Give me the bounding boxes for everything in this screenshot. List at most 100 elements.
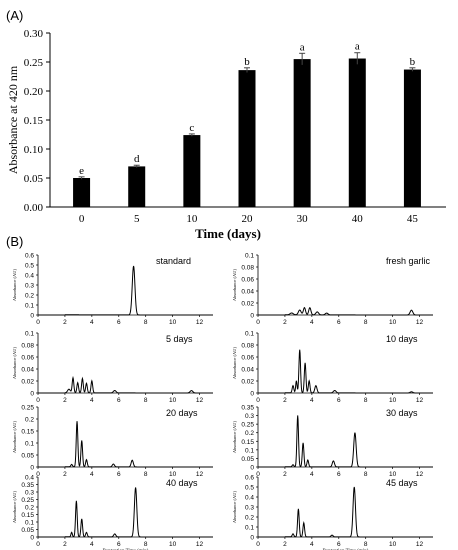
chromatogram-x-tick-label: 10	[389, 471, 397, 478]
chromatogram-x-tick-label: 4	[90, 471, 94, 478]
chromatogram-y-tick-label: 0	[250, 465, 254, 472]
chromatogram-fresh-garlic: 0 0.02 0.04 0.06 0.08 0.1 0 2 4 6 8 10 12 Absorbance …	[232, 253, 433, 326]
chromatogram-y-tick-label: 0.02	[241, 379, 254, 386]
chromatogram-x-tick-label: 0	[256, 397, 260, 404]
chromatogram-y-tick-label: 0	[30, 391, 34, 398]
chromatogram-trace	[38, 421, 213, 468]
chromatogram-y-tick-label: 0.25	[21, 497, 34, 504]
chromatogram-y-tick-label: 0	[250, 313, 254, 320]
chromatogram-x-tick-label: 12	[196, 397, 204, 404]
chromatogram-x-tick-label: 2	[63, 541, 67, 548]
chromatogram-20-days: 0 0.05 0.1 0.15 0.2 0.25 0 2 4 6 8 10 12 Absorbance (…	[12, 405, 213, 478]
chromatogram-x-tick-label: 0	[36, 319, 40, 326]
chromatogram-5-days: 0 0.02 0.04 0.06 0.08 0.1 0 2 4 6 8 10 12 Absorbance …	[12, 331, 213, 404]
chromatogram-y-tick-label: 0.1	[25, 441, 34, 448]
chromatogram-y-tick-label: 0.05	[241, 456, 254, 463]
panel-a-axes: 0.00 0.05 0.10 0.15 0.20 0.25 0.30 0 5 10 20 30 40 45	[24, 28, 446, 225]
chromatogram-y-tick-label: 0	[30, 465, 34, 472]
panel-a-significance-letter: d	[134, 153, 140, 165]
panel-a-bar-5	[128, 166, 146, 207]
panel-a-x-tick-label: 10	[186, 213, 198, 225]
chromatogram-x-tick-label: 10	[169, 397, 177, 404]
chromatogram-y-tick-label: 0.04	[241, 289, 254, 296]
chromatogram-x-tick-label: 0	[256, 541, 260, 548]
panel-a-significance-letter: c	[189, 122, 194, 134]
chromatogram-y-tick-label: 0	[250, 535, 254, 542]
chromatogram-45-days: 0 0.1 0.2 0.3 0.4 0.5 0.6 0 2 4 6 8 10 12 Absorbance (…	[232, 475, 433, 550]
panel-a-x-tick-label: 20	[242, 213, 254, 225]
panel-a-significance-letter: a	[355, 41, 360, 53]
chromatogram-x-tick-label: 4	[310, 471, 314, 478]
panel-a-y-tick-label: 0.15	[24, 115, 44, 127]
chromatogram-y-tick-label: 0.04	[21, 367, 34, 374]
chromatogram-y-tick-label: 0.1	[25, 303, 34, 310]
chromatogram-y-tick-label: 0	[30, 535, 34, 542]
chromatogram-y-tick-label: 0.1	[245, 331, 254, 338]
chromatogram-y-tick-label: 0.08	[241, 265, 254, 272]
chromatogram-x-tick-label: 6	[117, 471, 121, 478]
chromatogram-x-tick-label: 2	[63, 471, 67, 478]
chromatogram-x-tick-label: 12	[416, 471, 424, 478]
chromatogram-y-tick-label: 0.3	[25, 283, 34, 290]
chromatogram-x-tick-label: 6	[337, 541, 341, 548]
panel-a-x-tick-label: 5	[134, 213, 140, 225]
chromatogram-y-tick-label: 0.5	[245, 485, 254, 492]
chromatogram-y-tick-label: 0.1	[245, 253, 254, 260]
panel-a-bar-20	[238, 70, 256, 208]
panel-a-x-axis-label: Time (days)	[195, 226, 261, 241]
panel-a-significance-letter: b	[410, 56, 416, 68]
chromatogram-x-tick-label: 12	[416, 397, 424, 404]
chromatogram-y-axis-label: Absorbance (AU)	[12, 346, 17, 379]
chromatogram-x-tick-label: 2	[63, 319, 67, 326]
chromatogram-y-tick-label: 0.15	[241, 439, 254, 446]
panel-a-x-tick-label: 0	[79, 213, 85, 225]
chromatogram-trace	[38, 375, 213, 394]
chromatogram-y-tick-label: 0.08	[241, 343, 254, 350]
chromatogram-standard: 0 0.1 0.2 0.3 0.4 0.5 0.6 0 2 4 6 8 10 12 Absorbance (…	[12, 253, 213, 326]
chromatogram-x-tick-label: 6	[337, 319, 341, 326]
chromatogram-x-tick-label: 8	[144, 541, 148, 548]
panel-a-significance-letter: b	[244, 56, 250, 68]
chromatogram-y-tick-label: 0.15	[21, 512, 34, 519]
chromatogram-trace	[258, 349, 433, 394]
chromatogram-x-tick-label: 10	[169, 471, 177, 478]
panel-b-chromatograms: (B) 00.10.20.30.40.50.60 2 4 6 8 10 12Absorban…	[6, 234, 433, 550]
panel-a-bar-0	[73, 178, 91, 207]
chromatogram-x-tick-label: 8	[364, 319, 368, 326]
panel-a-bar-30	[293, 59, 311, 207]
chromatogram-x-tick-label: 6	[337, 397, 341, 404]
chromatogram-x-tick-label: 6	[117, 541, 121, 548]
chromatogram-x-tick-label: 10	[169, 541, 177, 548]
panel-a-y-tick-label: 0.25	[24, 57, 44, 69]
chromatogram-x-tick-label: 12	[416, 319, 424, 326]
chromatogram-y-tick-label: 0.4	[25, 475, 34, 482]
panel-b-label: (B)	[6, 234, 23, 249]
chromatogram-y-axis-label: Absorbance (AU)	[232, 420, 237, 453]
chromatogram-y-tick-label: 0.2	[25, 417, 34, 424]
panel-a-bar-40	[348, 58, 366, 207]
chromatogram-y-tick-label: 0.4	[245, 495, 254, 502]
chromatogram-y-tick-label: 0.04	[241, 367, 254, 374]
chromatogram-y-tick-label: 0.25	[21, 405, 34, 412]
chromatogram-title: 5 days	[166, 334, 193, 344]
chromatogram-x-tick-label: 8	[364, 471, 368, 478]
chromatogram-y-tick-label: 0.06	[241, 355, 254, 362]
chromatogram-y-axis-label: Absorbance (AU)	[232, 346, 237, 379]
chromatogram-title: 10 days	[386, 334, 418, 344]
chromatogram-y-tick-label: 0	[30, 313, 34, 320]
chromatogram-y-axis-label: Absorbance (AU)	[232, 490, 237, 523]
chromatogram-x-tick-label: 12	[196, 319, 204, 326]
panel-a-x-tick-label: 30	[297, 213, 309, 225]
chromatogram-trace	[38, 265, 213, 316]
chromatogram-y-tick-label: 0.2	[245, 515, 254, 522]
panel-a-y-tick-label: 0.05	[24, 173, 44, 185]
chromatogram-x-tick-label: 2	[283, 319, 287, 326]
chromatogram-trace	[38, 487, 213, 538]
chromatogram-title: fresh garlic	[386, 256, 431, 266]
chromatogram-title: standard	[156, 256, 191, 266]
chromatogram-y-tick-label: 0.25	[241, 422, 254, 429]
chromatogram-y-tick-label: 0.1	[25, 331, 34, 338]
chromatogram-x-tick-label: 4	[90, 397, 94, 404]
chromatogram-x-tick-label: 10	[389, 397, 397, 404]
